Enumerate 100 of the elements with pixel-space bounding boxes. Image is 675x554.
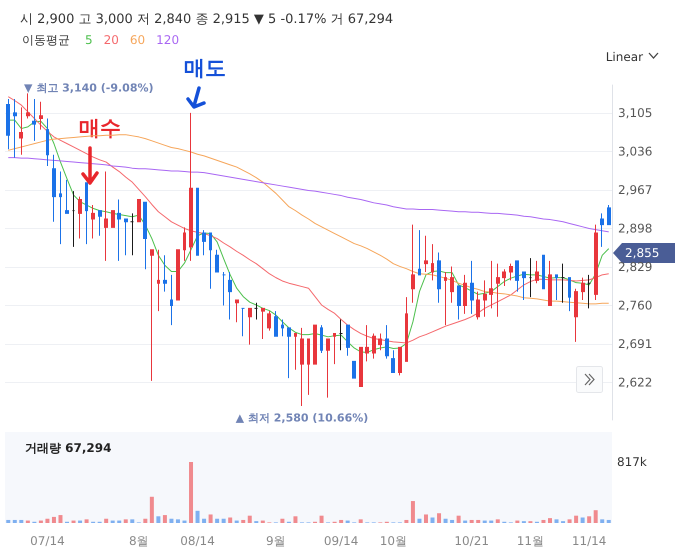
candlestick [52,154,56,222]
bar [594,510,598,523]
candlestick [65,179,69,214]
candlestick [587,274,591,309]
bar [169,518,174,523]
x-tick-label: 07/14 [30,534,65,548]
candlestick [339,319,343,351]
bar [476,520,480,523]
candlestick [574,288,578,342]
candlestick [398,346,402,376]
candlestick [418,230,421,276]
bar [580,518,585,523]
candlestick [19,106,23,156]
candlestick [365,324,369,362]
candlestick [594,224,598,300]
candlestick [170,274,173,326]
candlestick [130,212,134,256]
candlestick [150,249,154,382]
text: 60 [130,33,146,47]
bar [320,516,324,523]
candlestick [228,272,232,320]
bar [208,514,213,523]
candlestick [274,310,278,337]
bar [606,520,611,523]
bar [156,516,160,523]
bar [124,519,128,523]
candlestick [196,188,199,256]
candlestick [248,308,252,346]
bar [574,516,578,523]
bar [456,516,461,523]
bar [496,519,500,523]
candlestick [261,308,265,340]
candlestick [6,98,10,150]
candlestick [607,204,611,226]
bar [12,520,17,523]
candlestick [189,112,193,262]
bar [6,520,10,523]
candlestick [124,218,128,256]
candlestick [209,232,212,290]
annotation: ▲ 최저 2,580 (10.66%) [236,412,368,425]
text: 120 [156,33,180,47]
bar [541,520,546,523]
candlestick [254,302,258,320]
candlestick [163,254,167,292]
candlestick [72,190,75,248]
candlestick [215,249,219,273]
bar [424,514,428,523]
candlestick [522,272,526,300]
bar [430,518,435,523]
candlestick [235,299,239,323]
candlestick [98,210,102,236]
candlestick [542,254,545,290]
x-tick-label: 8월 [128,534,149,548]
candlestick [307,338,310,396]
bar [202,518,206,523]
candlestick [463,274,467,314]
x-tick-label: 11월 [516,534,544,548]
text: 2,855 [625,246,660,260]
candlestick [489,260,493,309]
bar [130,519,134,523]
bar [437,513,442,523]
candlestick [157,249,160,312]
x-tick-label: 08/14 [180,534,215,548]
candlestick [117,198,121,262]
x-tick-label: 10월 [380,534,407,548]
candlestick [444,272,447,326]
candlestick [529,258,532,298]
candlestick [320,324,323,354]
candlestick [313,324,317,365]
bar [150,496,154,523]
bar [176,519,180,523]
candlestick [59,171,62,245]
candlestick [496,263,500,318]
bar [293,516,298,523]
chart-title: 거래량 67,294 [25,441,112,455]
candlestick [450,266,454,304]
bar [45,518,50,523]
candlestick [281,319,284,337]
candlestick [424,235,428,273]
y-tick-label: 2,898 [618,221,652,236]
line-series [8,157,610,232]
candlestick [346,324,350,356]
x-tick-label: 9월 [266,534,286,548]
candlestick [405,296,408,362]
y-tick-label: 2,967 [618,182,652,197]
candlestick [535,260,539,284]
bar [19,520,24,523]
candlestick [78,196,82,240]
bar [470,520,474,523]
bar [280,518,284,523]
candlestick [294,332,297,370]
candlestick [111,210,115,228]
bar [548,518,552,523]
bar [58,515,62,523]
bar [228,518,232,523]
candlestick [600,212,604,248]
bar [248,516,252,523]
candlestick [287,327,291,379]
candlestick [581,277,585,300]
bar [162,515,167,523]
